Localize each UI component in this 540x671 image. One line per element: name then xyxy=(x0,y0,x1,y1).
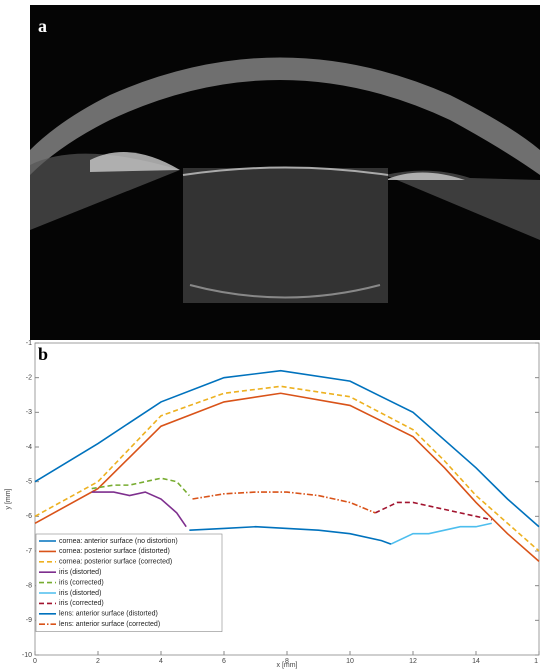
x-tick-label: 14 xyxy=(472,658,480,665)
y-tick-label: -10 xyxy=(22,652,32,659)
legend-label: cornea: posterior surface (distorted) xyxy=(59,548,170,555)
x-tick-label: 6 xyxy=(222,658,226,665)
panel-label: a xyxy=(38,16,47,36)
x-axis-label: x [mm] xyxy=(277,662,298,669)
y-tick-label: -2 xyxy=(26,375,32,382)
legend-label: iris (distorted) xyxy=(59,569,101,576)
y-tick-label: -7 xyxy=(26,548,32,555)
x-tick-label: 0 xyxy=(33,658,37,665)
x-tick-label: 4 xyxy=(159,658,163,665)
legend-label: iris (corrected) xyxy=(59,600,104,607)
legend-label: lens: anterior surface (distorted) xyxy=(59,611,158,618)
x-tick-label: 2 xyxy=(96,658,100,665)
legend-label: iris (corrected) xyxy=(59,579,104,586)
x-tick-label: 10 xyxy=(346,658,354,665)
y-tick-label: -6 xyxy=(26,513,32,520)
y-tick-label: -3 xyxy=(26,409,32,416)
y-tick-label: -1 xyxy=(26,340,32,347)
oct-image: a xyxy=(30,5,540,340)
lens-window xyxy=(183,168,388,303)
legend-label: cornea: posterior surface (corrected) xyxy=(59,559,172,566)
panel-label: b xyxy=(38,344,48,364)
x-tick-label: 1 xyxy=(534,658,538,665)
x-tick-label: 12 xyxy=(409,658,417,665)
legend-label: iris (distorted) xyxy=(59,590,101,597)
legend-label: lens: anterior surface (corrected) xyxy=(59,621,160,628)
y-tick-label: -8 xyxy=(26,583,32,590)
figure: a 024681012141-1-2-3-4-5-6-7-8-9-10x [mm… xyxy=(0,0,540,671)
legend-label: cornea: anterior surface (no distortion) xyxy=(59,538,178,545)
y-tick-label: -5 xyxy=(26,479,32,486)
y-tick-label: -4 xyxy=(26,444,32,451)
y-tick-label: -9 xyxy=(26,617,32,624)
y-axis-label: y [mm] xyxy=(5,488,12,509)
